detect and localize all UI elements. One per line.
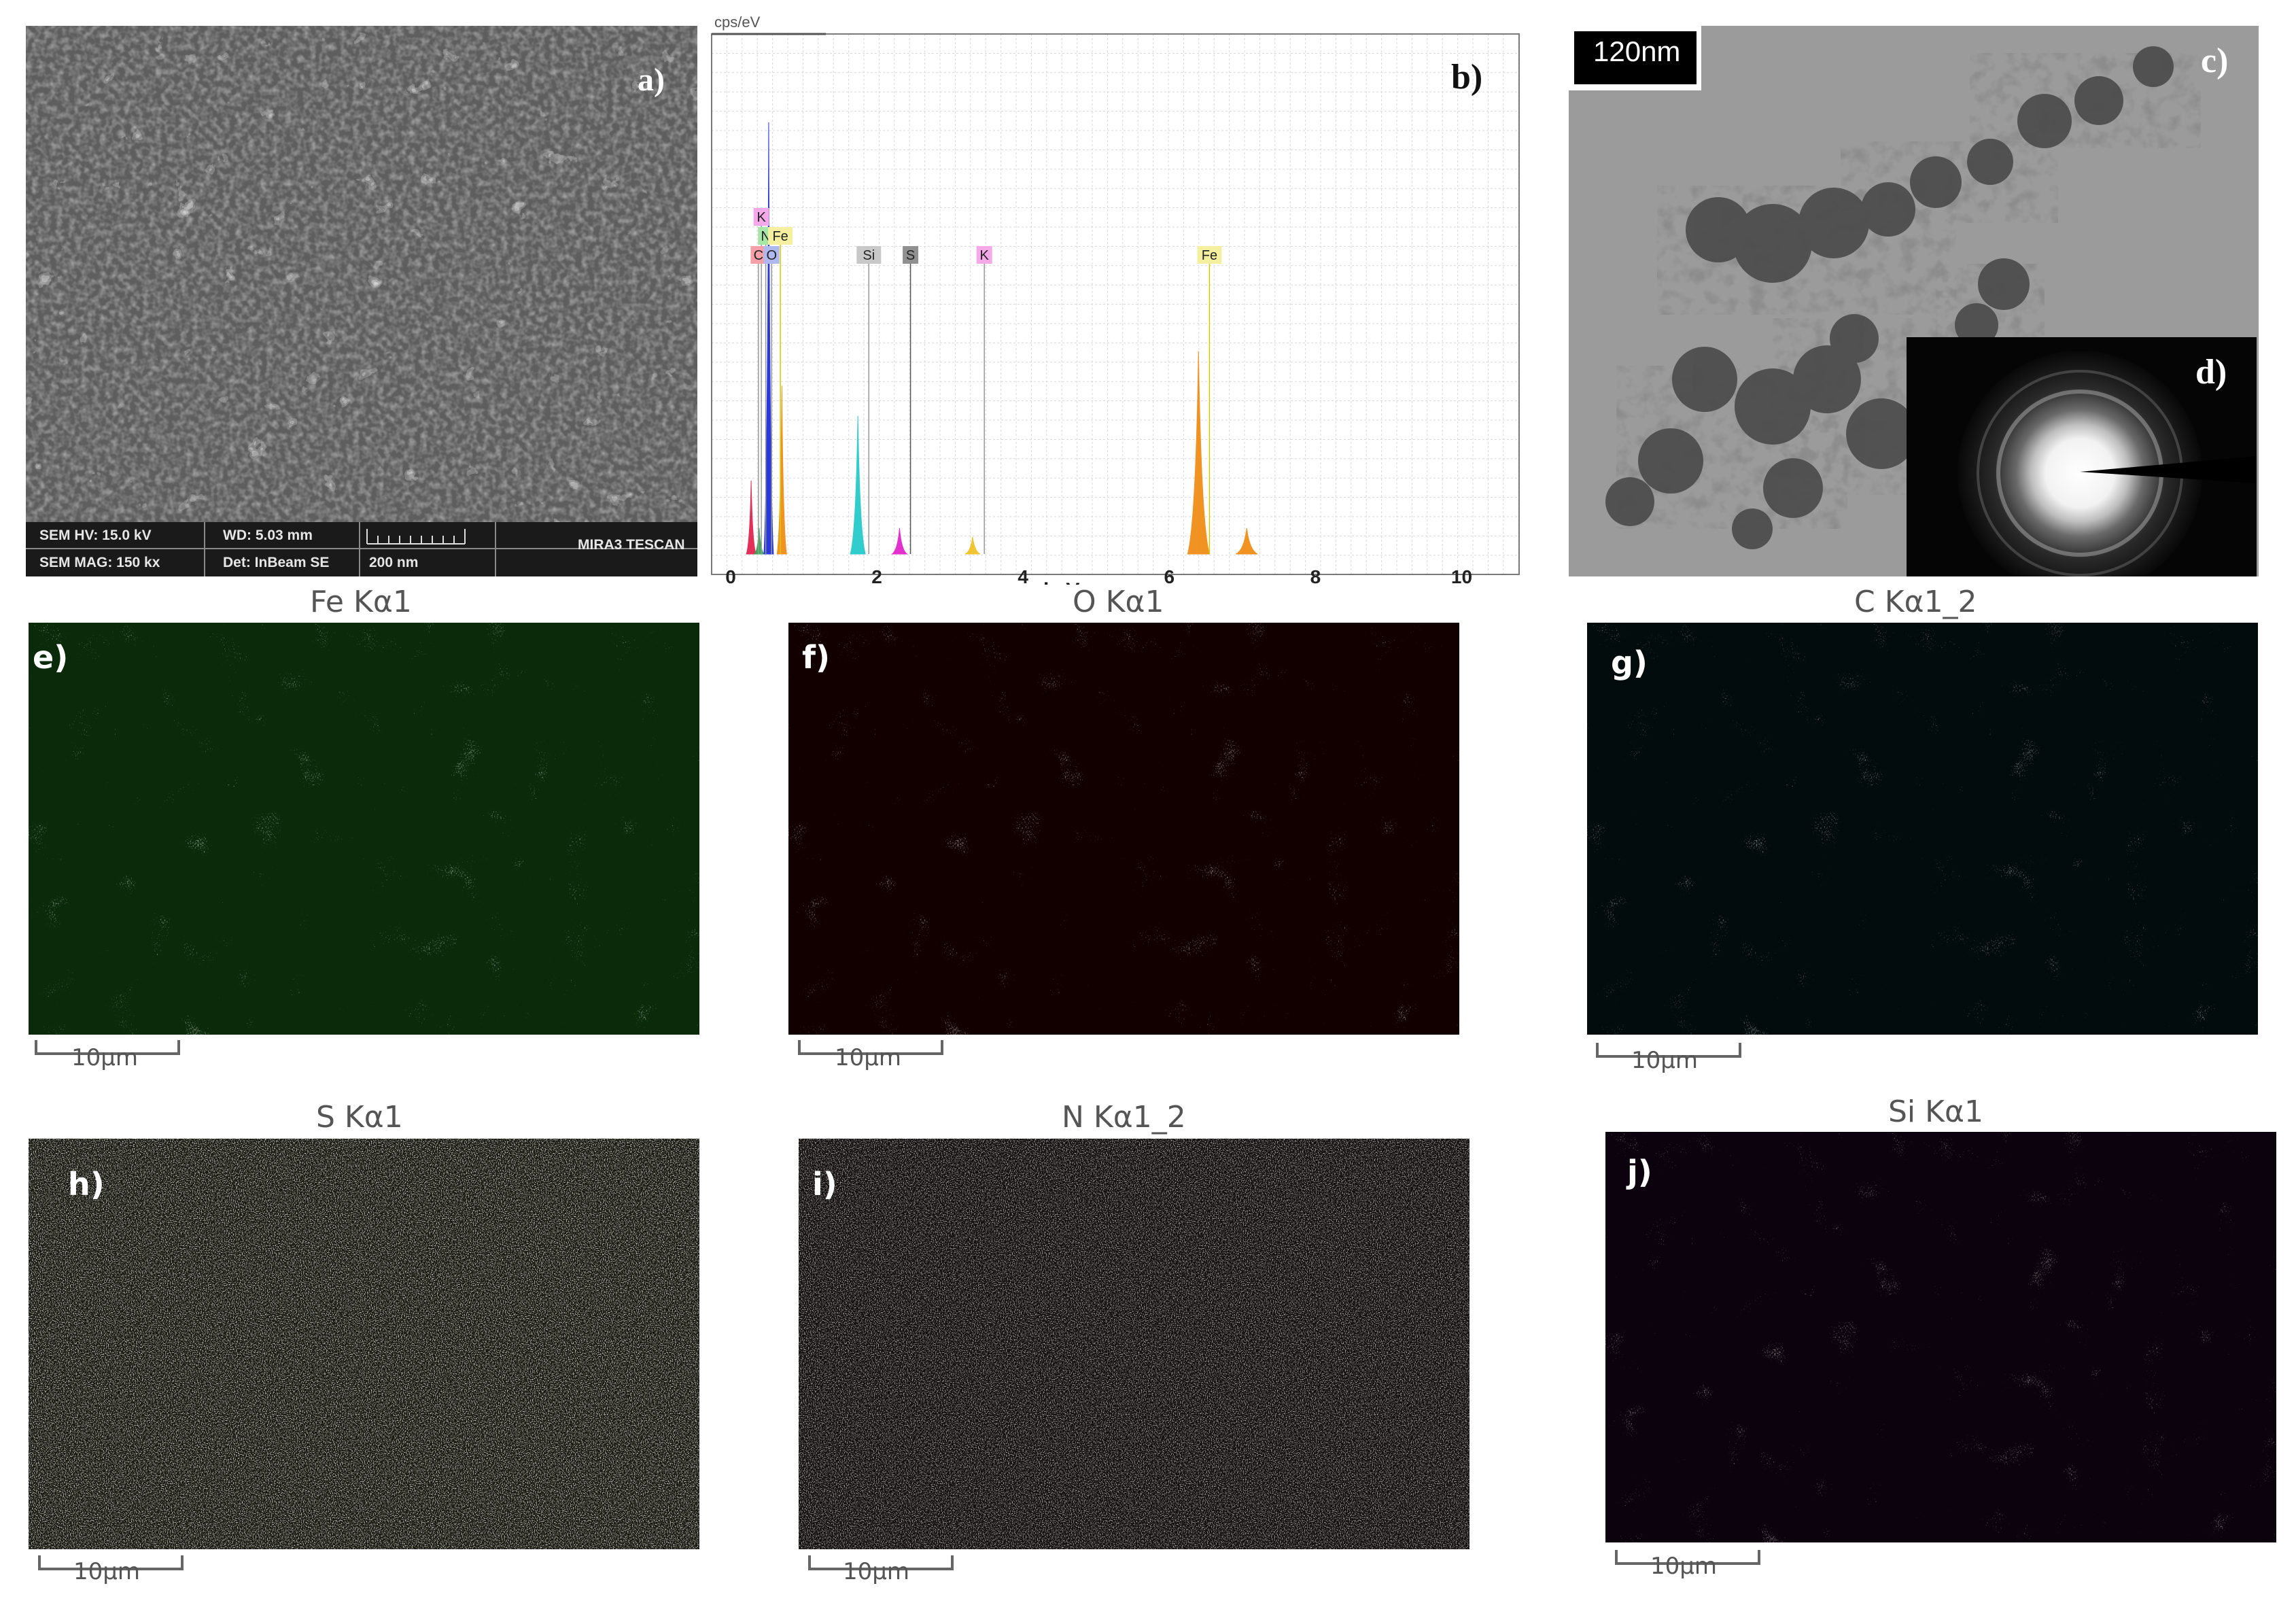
peak-n (753, 528, 765, 555)
element-label-s: S (906, 248, 915, 263)
sem-instrument: MIRA3 TESCAN (578, 537, 685, 553)
eds-x-axis-label: keV (1043, 579, 1079, 585)
sem-micrograph (26, 26, 697, 576)
map-fe-scalebar (35, 1040, 180, 1055)
label-box-k (753, 208, 769, 226)
x-tick-label: 0 (725, 566, 736, 585)
panel-label-a: a) (638, 62, 665, 98)
map-s-image (29, 1139, 699, 1549)
map-c: g) (1587, 623, 2258, 1035)
peak-fe (1187, 351, 1210, 555)
panel-label-b: b) (1451, 58, 1482, 97)
beam-stop (2080, 456, 2257, 483)
peak-fe (776, 385, 787, 555)
map-n-image (799, 1139, 1469, 1549)
map-s-scalebar (38, 1555, 184, 1570)
panel-label-f: f) (802, 639, 831, 676)
label-box-k (976, 246, 992, 264)
peak-k (964, 536, 981, 555)
map-title-n: N Kα1_2 (1062, 1100, 1186, 1135)
eds-grid (711, 33, 1519, 575)
map-title-fe: Fe Kα1 (310, 585, 412, 619)
map-c-image (1587, 623, 2258, 1035)
label-box-si (856, 246, 882, 264)
map-title-o: O Kα1 (1073, 585, 1164, 619)
eds-frame (711, 33, 1520, 575)
peak-fe (1236, 528, 1258, 555)
label-box-c (750, 246, 767, 264)
sem-mag: SEM MAG: 150 kx (39, 555, 160, 570)
panel-label-i: i) (812, 1166, 837, 1203)
element-label-k: K (980, 248, 990, 263)
map-o-scalebar (798, 1040, 943, 1055)
map-o: f) (788, 623, 1459, 1035)
tem-scale-bar: 120nm (1573, 30, 1698, 86)
eds-x-ticks: 0 2 4 6 8 10 (725, 566, 1472, 587)
map-si-scale-label: 10µm (1650, 1553, 1718, 1580)
element-label-c: C (754, 248, 763, 263)
panel-label-j: j) (1627, 1154, 1652, 1190)
sem-info-bar: SEM HV: 15.0 kV WD: 5.03 mm SEM MAG: 150… (26, 522, 697, 576)
map-fe: e) (29, 623, 699, 1035)
map-title-s: S Kα1 (316, 1100, 403, 1135)
map-n: i) (799, 1139, 1469, 1549)
sem-hv: SEM HV: 15.0 kV (39, 528, 152, 543)
sem-scale-ruler (366, 529, 466, 545)
x-tick-label: 8 (1310, 566, 1321, 585)
panel-label-g: g) (1611, 644, 1648, 681)
map-title-si: Si Kα1 (1888, 1094, 1983, 1129)
map-o-scale-label: 10µm (835, 1044, 902, 1071)
eds-y-axis-label: cps/eV (714, 14, 761, 31)
map-n-scale-label: 10µm (843, 1558, 910, 1585)
x-tick-label: 4 (1017, 566, 1028, 585)
peak-c (746, 481, 756, 555)
tem-scale-label: 120nm (1593, 35, 1681, 67)
sem-scale-label: 200 nm (369, 555, 419, 570)
map-c-scalebar (1596, 1043, 1741, 1058)
element-label-si: Si (863, 248, 875, 263)
sem-wd: WD: 5.03 mm (223, 528, 313, 543)
map-n-scalebar (808, 1555, 954, 1570)
panel-label-d: d) (2195, 353, 2227, 392)
peak-si (850, 415, 866, 555)
sem-detector: Det: InBeam SE (223, 555, 330, 570)
element-label-k: K (756, 210, 766, 225)
sem-image-panel: a) SEM HV: 15.0 kV WD: 5.03 mm SEM MAG: … (26, 26, 697, 576)
panel-label-e: e) (33, 639, 69, 676)
map-si: j) (1605, 1132, 2276, 1542)
element-label-fe: Fe (772, 229, 788, 244)
panel-label-c: c) (2201, 41, 2229, 80)
saed-pattern-panel: d) (1907, 337, 2257, 576)
x-tick-label: 10 (1451, 566, 1472, 585)
x-tick-label: 2 (871, 566, 882, 585)
label-box-s (903, 246, 919, 264)
x-tick-label: 6 (1164, 566, 1175, 585)
map-si-image (1605, 1132, 2276, 1542)
saed-pattern (1907, 337, 2257, 576)
map-s: h) (29, 1139, 699, 1549)
map-o-image (788, 623, 1459, 1035)
element-label-o: O (766, 248, 777, 263)
map-fe-image (29, 623, 699, 1035)
label-box-fe (1197, 246, 1222, 264)
panel-label-h: h) (68, 1166, 105, 1203)
map-fe-scale-label: 10µm (71, 1044, 139, 1071)
peak-s (890, 528, 909, 555)
map-si-scalebar (1615, 1550, 1760, 1565)
map-s-scale-label: 10µm (73, 1558, 141, 1585)
map-c-scale-label: 10µm (1631, 1047, 1699, 1074)
map-title-c: C Kα1_2 (1854, 585, 1977, 619)
element-label-fe: Fe (1202, 248, 1217, 263)
label-box-o (763, 246, 780, 264)
eds-element-labels: KN FeC O Si S K Fe (750, 208, 1222, 554)
label-box-fe (768, 227, 793, 245)
